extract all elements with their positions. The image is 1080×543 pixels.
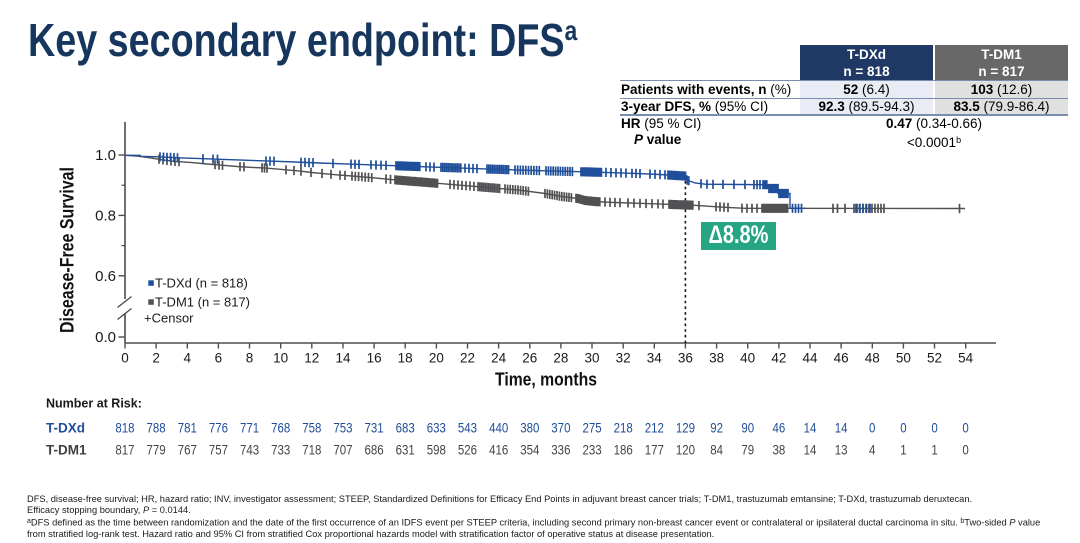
svg-text:354: 354 bbox=[520, 441, 539, 457]
svg-text:38: 38 bbox=[772, 441, 785, 457]
svg-text:275: 275 bbox=[582, 419, 601, 435]
svg-text:718: 718 bbox=[302, 441, 321, 457]
svg-text:440: 440 bbox=[489, 419, 508, 435]
svg-text:4: 4 bbox=[184, 351, 192, 366]
svg-text:598: 598 bbox=[427, 441, 446, 457]
svg-text:14: 14 bbox=[335, 351, 351, 366]
svg-text:416: 416 bbox=[489, 441, 508, 457]
svg-text:753: 753 bbox=[333, 419, 352, 435]
svg-text:48: 48 bbox=[865, 351, 880, 366]
svg-text:40: 40 bbox=[740, 351, 755, 366]
svg-text:22: 22 bbox=[460, 351, 475, 366]
svg-text:543: 543 bbox=[458, 419, 477, 435]
svg-text:44: 44 bbox=[802, 351, 818, 366]
svg-text:46: 46 bbox=[834, 351, 849, 366]
svg-text:0.6: 0.6 bbox=[95, 268, 116, 285]
svg-text:683: 683 bbox=[396, 419, 415, 435]
svg-text:14: 14 bbox=[804, 441, 817, 457]
svg-text:788: 788 bbox=[147, 419, 166, 435]
svg-text:129: 129 bbox=[676, 419, 695, 435]
svg-text:90: 90 bbox=[741, 419, 754, 435]
svg-text:84: 84 bbox=[710, 441, 723, 457]
svg-text:757: 757 bbox=[209, 441, 228, 457]
svg-text:36: 36 bbox=[678, 351, 693, 366]
svg-text:79: 79 bbox=[741, 441, 754, 457]
svg-text:779: 779 bbox=[147, 441, 166, 457]
svg-text:32: 32 bbox=[616, 351, 631, 366]
svg-text:2: 2 bbox=[152, 351, 160, 366]
svg-text:1: 1 bbox=[900, 441, 906, 457]
svg-text:781: 781 bbox=[178, 419, 197, 435]
svg-text:0: 0 bbox=[869, 419, 875, 435]
svg-text:771: 771 bbox=[240, 419, 259, 435]
svg-text:177: 177 bbox=[645, 441, 664, 457]
svg-text:233: 233 bbox=[582, 441, 601, 457]
svg-text:380: 380 bbox=[520, 419, 539, 435]
svg-text:16: 16 bbox=[367, 351, 382, 366]
svg-text:13: 13 bbox=[835, 441, 848, 457]
svg-text:Time, months: Time, months bbox=[495, 369, 597, 390]
svg-text:526: 526 bbox=[458, 441, 477, 457]
svg-text:0.8: 0.8 bbox=[95, 208, 116, 225]
svg-text:4: 4 bbox=[869, 441, 875, 457]
svg-text:T-DXd (n = 818): T-DXd (n = 818) bbox=[155, 276, 248, 291]
svg-text:0: 0 bbox=[931, 419, 937, 435]
svg-text:707: 707 bbox=[333, 441, 352, 457]
svg-text:817: 817 bbox=[115, 441, 134, 457]
svg-text:92: 92 bbox=[710, 419, 723, 435]
svg-text:0: 0 bbox=[900, 419, 906, 435]
svg-text:186: 186 bbox=[614, 441, 633, 457]
svg-text:T-DM1: T-DM1 bbox=[46, 443, 87, 458]
svg-text:733: 733 bbox=[271, 441, 290, 457]
svg-text:18: 18 bbox=[398, 351, 413, 366]
svg-text:686: 686 bbox=[365, 441, 384, 457]
svg-text:212: 212 bbox=[645, 419, 664, 435]
svg-text:20: 20 bbox=[429, 351, 444, 366]
svg-text:28: 28 bbox=[553, 351, 568, 366]
svg-text:6: 6 bbox=[215, 351, 223, 366]
svg-text:0: 0 bbox=[121, 351, 129, 366]
svg-text:24: 24 bbox=[491, 351, 507, 366]
svg-text:0.0: 0.0 bbox=[95, 329, 116, 346]
svg-text:54: 54 bbox=[958, 351, 974, 366]
svg-text:0: 0 bbox=[962, 419, 968, 435]
svg-text:46: 46 bbox=[772, 419, 785, 435]
svg-text:120: 120 bbox=[676, 441, 695, 457]
svg-text:14: 14 bbox=[835, 419, 848, 435]
svg-text:50: 50 bbox=[896, 351, 911, 366]
svg-text:1.0: 1.0 bbox=[95, 147, 116, 164]
svg-text:Number at Risk:: Number at Risk: bbox=[46, 397, 142, 411]
svg-text:38: 38 bbox=[709, 351, 724, 366]
svg-text:758: 758 bbox=[302, 419, 321, 435]
svg-text:218: 218 bbox=[614, 419, 633, 435]
svg-text:767: 767 bbox=[178, 441, 197, 457]
svg-text:336: 336 bbox=[551, 441, 570, 457]
svg-text:42: 42 bbox=[771, 351, 786, 366]
svg-text:0: 0 bbox=[962, 441, 968, 457]
svg-text:370: 370 bbox=[551, 419, 570, 435]
svg-text:1: 1 bbox=[931, 441, 937, 457]
svg-text:731: 731 bbox=[365, 419, 384, 435]
svg-text:633: 633 bbox=[427, 419, 446, 435]
svg-text:12: 12 bbox=[304, 351, 319, 366]
svg-text:743: 743 bbox=[240, 441, 259, 457]
svg-text:+Censor: +Censor bbox=[144, 311, 194, 326]
svg-text:818: 818 bbox=[115, 419, 134, 435]
svg-text:768: 768 bbox=[271, 419, 290, 435]
svg-text:14: 14 bbox=[804, 419, 817, 435]
svg-text:26: 26 bbox=[522, 351, 537, 366]
svg-text:T-DM1 (n = 817): T-DM1 (n = 817) bbox=[155, 295, 250, 310]
svg-text:10: 10 bbox=[273, 351, 288, 366]
svg-text:52: 52 bbox=[927, 351, 942, 366]
svg-text:T-DXd: T-DXd bbox=[46, 421, 85, 436]
svg-text:30: 30 bbox=[584, 351, 599, 366]
svg-text:8: 8 bbox=[246, 351, 254, 366]
svg-text:776: 776 bbox=[209, 419, 228, 435]
svg-text:631: 631 bbox=[396, 441, 415, 457]
svg-text:Disease-Free Survival: Disease-Free Survival bbox=[58, 167, 79, 333]
svg-text:34: 34 bbox=[647, 351, 663, 366]
